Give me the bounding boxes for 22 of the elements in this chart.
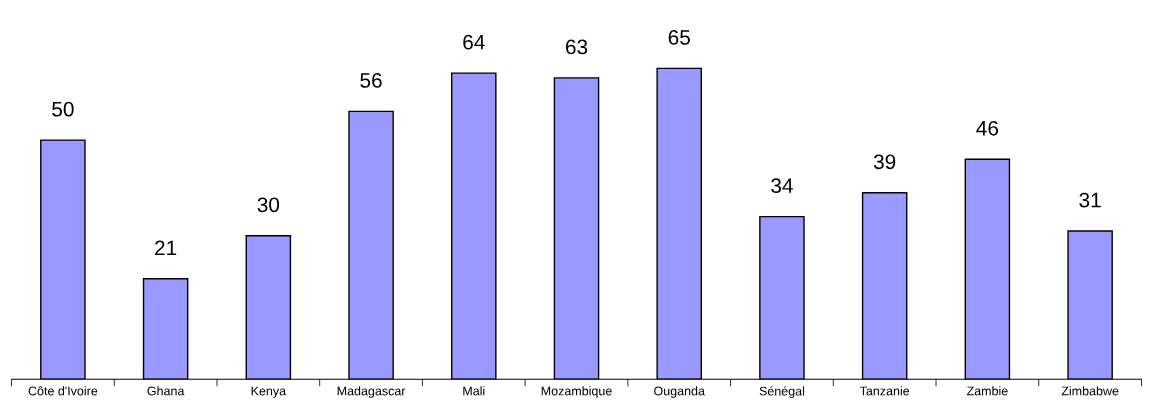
x-tick-label: Mozambique — [541, 386, 612, 398]
data-label: 63 — [565, 39, 588, 55]
x-tick-label: Mali — [463, 386, 485, 396]
x-tick-label: Madagascar — [337, 386, 406, 398]
x-tick-label: Sénégal — [759, 386, 805, 398]
x-tick-label: Kenya — [251, 386, 287, 398]
data-label: 46 — [976, 120, 999, 136]
x-tick-label: Zambie — [966, 386, 1008, 396]
data-label: 21 — [155, 240, 177, 256]
x-tick-label: Zimbabwe — [1061, 386, 1119, 396]
data-label: 56 — [360, 73, 382, 88]
data-label: 39 — [873, 154, 896, 170]
data-label: 65 — [668, 30, 690, 45]
data-label: 30 — [257, 197, 280, 213]
data-label: 64 — [463, 34, 485, 50]
x-tick-label: Ouganda — [654, 386, 705, 398]
x-tick-label: Ghana — [147, 386, 185, 396]
x-tick-label: Côte d'Ivoire — [28, 386, 98, 396]
data-label: 50 — [52, 101, 74, 117]
data-label: 31 — [1079, 192, 1101, 208]
data-label: 34 — [771, 178, 793, 194]
x-tick-label: Tanzanie — [859, 386, 910, 396]
